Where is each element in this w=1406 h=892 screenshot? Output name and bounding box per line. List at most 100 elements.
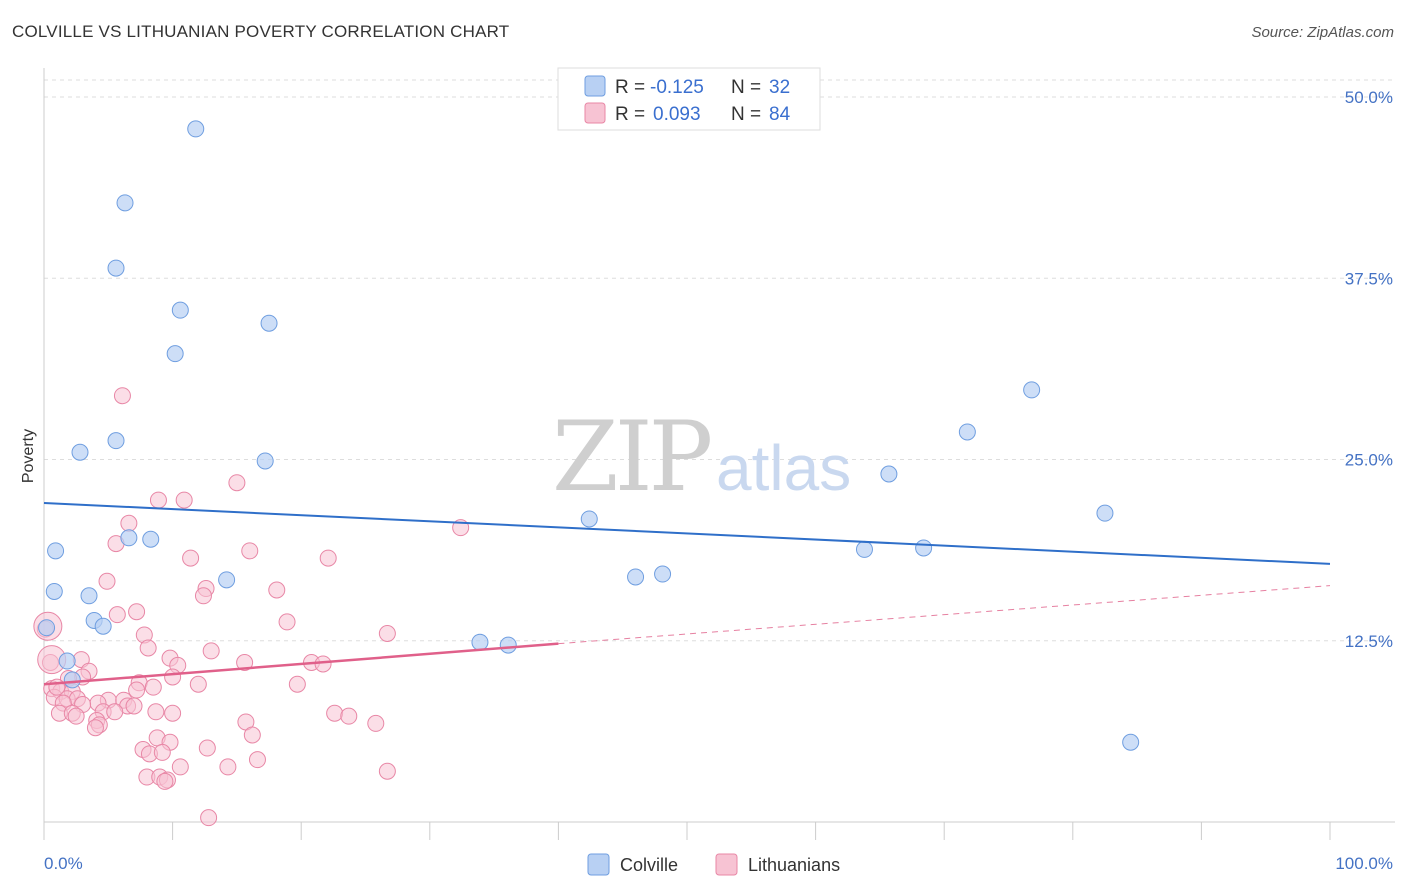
chart-source: Source: ZipAtlas.com [1251,24,1394,41]
colville-point [915,539,933,557]
lithuanians-point [219,758,237,776]
x-tick-label-1: 100.0% [1335,854,1393,873]
chart-title: COLVILLE VS LITHUANIAN POVERTY CORRELATI… [12,22,510,41]
legend-lith-r-label: R = [615,104,645,125]
lithuanians-trend-extension [558,585,1331,645]
colville-point [142,530,160,548]
colville-point [1096,504,1114,522]
colville-point [38,619,56,637]
legend-colville-n-value: 32 [769,77,790,98]
lithuanians-point [319,549,337,567]
colville-point [1023,381,1041,399]
lithuanians-point [378,625,396,642]
colville-point [107,432,125,450]
lithuanians-point [241,542,259,560]
colville-point [627,568,645,586]
lithuanians-point [200,809,218,827]
lithuanians-trend-line [43,642,559,686]
lithuanians-point [175,491,193,509]
colville-point [218,571,236,589]
lithuanians-point [128,681,146,699]
lithuanians-point [326,704,344,722]
lithuanians-point [164,704,182,722]
x-tick-label-0: 0.0% [44,854,83,873]
lithuanians-point [98,572,116,590]
colville-point [654,565,672,583]
lithuanians-point [171,758,189,776]
legend-lith-n-label: N = [731,104,761,125]
lithuanians-point [149,491,167,509]
bottom-legend-swatch-lithuanians [715,853,738,876]
lithuanians-point [106,703,124,721]
colville-point [880,465,898,483]
lithuanians-point [86,719,104,737]
series-legend: Colville Lithuanians [587,853,840,876]
lithuanians-point [268,581,286,599]
colville-point [45,582,63,600]
lithuanians-point [108,606,126,624]
watermark-zip: ZIP [552,401,711,513]
lithuanians-point [194,587,212,605]
lithuanians-point [164,668,182,686]
colville-point [63,671,81,689]
legend-swatch-lithuanians [584,102,606,124]
lithuanians-point [378,762,396,780]
colville-point [256,452,274,470]
y-tick-label-3: 50.0% [1345,88,1393,107]
colville-point [47,542,65,560]
colville-point [471,633,489,651]
lithuanians-point [144,678,162,696]
lithuanians-point [288,675,306,693]
legend-swatch-colville [584,75,606,97]
y-axis-label: Poverty [20,429,37,483]
legend-colville-r-value: -0.125 [650,77,704,98]
lithuanians-point [128,603,146,621]
y-tick-labels: 12.5% 25.0% 37.5% 50.0% [1345,88,1393,651]
lithuanians-points [33,387,470,827]
colville-point [499,636,517,654]
bottom-legend-swatch-colville [587,853,610,876]
y-tick-label-0: 12.5% [1345,632,1393,651]
lithuanians-point [367,714,385,732]
lithuanians-point [182,549,200,567]
lithuanians-point [248,751,266,769]
colville-point [58,652,76,670]
legend-colville-r-label: R = [615,77,645,98]
lithuanians-point [113,387,131,405]
legend-lith-n-value: 84 [769,104,791,125]
colville-point [580,510,598,528]
bottom-legend-lithuanians: Lithuanians [748,855,840,875]
lithuanians-point [156,772,174,790]
lithuanians-point [153,743,171,761]
colville-point [120,529,138,547]
colville-point [171,301,189,319]
axes [43,68,1395,840]
colville-point [260,314,278,332]
lithuanians-point [228,474,246,492]
lithuanians-point [278,613,296,631]
colville-point [71,443,89,461]
colville-point [958,423,976,441]
lithuanians-point [198,739,216,757]
colville-point [187,120,205,138]
colville-point [116,194,134,212]
x-tick-labels: 0.0% 100.0% [44,854,1393,873]
colville-point [855,540,873,558]
colville-point [80,587,98,605]
lithuanians-point [120,514,138,532]
lithuanians-point [189,675,207,693]
bottom-legend-colville: Colville [620,855,678,875]
lithuanians-point [243,726,261,744]
lithuanians-point [67,707,85,725]
colville-point [1122,733,1140,751]
lithuanians-point [202,642,220,660]
colville-point [107,259,125,277]
lithuanians-point [314,655,332,673]
legend-colville-n-label: N = [731,77,761,98]
lithuanians-point [139,639,157,657]
trend-lines [43,502,1331,686]
colville-trend-line [43,502,1331,565]
colville-point [166,345,184,363]
y-tick-label-2: 37.5% [1345,269,1393,288]
